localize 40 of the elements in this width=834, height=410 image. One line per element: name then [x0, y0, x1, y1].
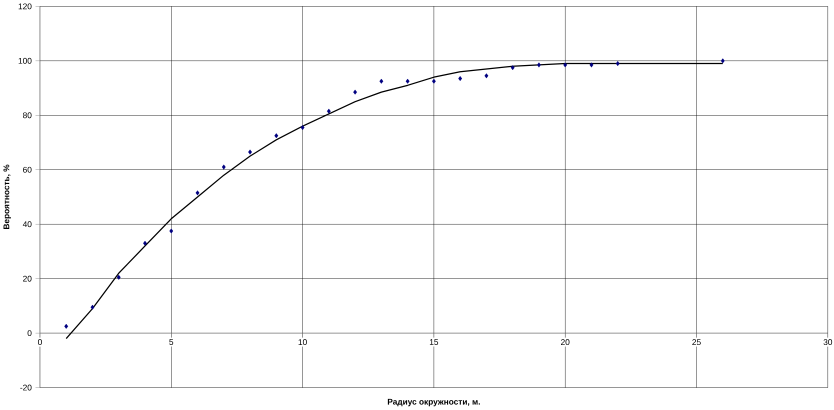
- x-tick-label: 30: [824, 339, 832, 346]
- point: [64, 324, 68, 329]
- point: [353, 90, 358, 95]
- y-tick-label: 100: [18, 58, 32, 64]
- y-tick-label: -20: [20, 384, 32, 391]
- y-tick-label: 20: [23, 276, 32, 282]
- y-tick-label: 0: [28, 330, 32, 336]
- x-tick-label: 20: [561, 339, 570, 346]
- x-tick-label: 0: [38, 339, 42, 346]
- point: [484, 73, 488, 78]
- x-axis-title: Радиус окружности, м.: [388, 398, 480, 406]
- x-tick-label: 15: [430, 339, 438, 346]
- point: [116, 274, 121, 280]
- point: [432, 78, 436, 84]
- point: [196, 190, 200, 196]
- y-axis-title: Вероятность, %: [3, 164, 11, 230]
- point: [406, 78, 410, 84]
- y-tick-label: 60: [23, 166, 32, 173]
- point: [616, 61, 620, 66]
- point: [563, 62, 568, 68]
- x-tick-label: 10: [298, 339, 307, 346]
- x-tick-label: 5: [169, 339, 174, 346]
- y-tick-label: 80: [23, 112, 32, 118]
- point: [169, 228, 174, 234]
- x-tick-label: 25: [692, 339, 701, 346]
- point: [222, 164, 226, 170]
- point: [537, 62, 541, 68]
- point: [274, 133, 278, 138]
- point: [90, 304, 94, 310]
- point: [458, 76, 462, 82]
- point: [590, 62, 594, 68]
- y-tick-label: 40: [22, 221, 32, 228]
- point: [720, 58, 725, 64]
- point: [248, 150, 252, 155]
- point: [300, 125, 304, 130]
- point: [326, 108, 331, 114]
- y-tick-label: 120: [18, 4, 32, 10]
- point: [143, 240, 147, 246]
- point: [510, 65, 515, 70]
- point: [379, 78, 384, 84]
